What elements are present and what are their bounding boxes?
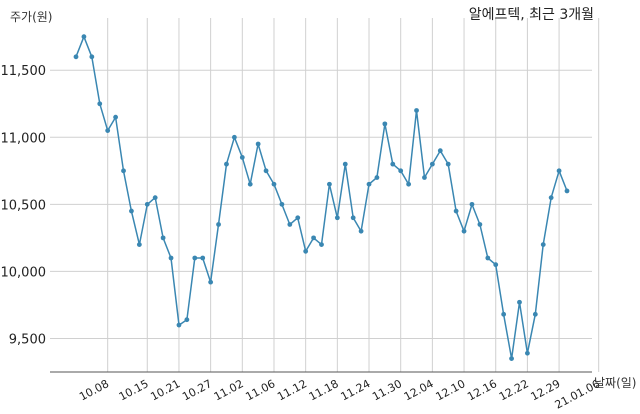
data-point: [342, 161, 348, 167]
data-point: [509, 356, 514, 361]
x-tick-label: 10.08: [77, 377, 111, 403]
data-point: [445, 161, 451, 167]
data-point: [81, 34, 87, 40]
data-point: [176, 322, 182, 328]
data-point: [231, 134, 237, 140]
data-point: [469, 201, 475, 207]
data-point: [152, 195, 158, 201]
x-tick-label: 10.27: [180, 377, 214, 403]
data-point: [437, 148, 443, 154]
data-point: [564, 188, 570, 194]
x-axis-label: 날짜(일): [594, 376, 637, 390]
data-point: [168, 255, 174, 261]
data-point: [390, 161, 396, 167]
data-point: [200, 255, 206, 261]
data-point: [121, 168, 126, 174]
price-line: [75, 35, 568, 360]
data-point: [311, 235, 316, 241]
data-point: [263, 168, 269, 174]
data-point: [493, 262, 499, 268]
data-point: [406, 181, 412, 187]
data-point: [358, 228, 364, 234]
data-point: [216, 222, 221, 227]
data-point: [224, 161, 229, 167]
x-tick-label: 11.02: [212, 377, 246, 403]
data-point: [136, 242, 142, 247]
data-point: [160, 235, 166, 241]
data-point: [279, 201, 285, 207]
y-tick-label: 10,500: [1, 198, 47, 213]
x-tick-label: 12.16: [465, 377, 499, 403]
data-point: [105, 128, 111, 133]
data-point: [429, 161, 435, 167]
data-point: [184, 317, 190, 323]
data-point: [89, 54, 95, 60]
data-point: [485, 255, 491, 261]
x-tick-label: 10.15: [117, 377, 151, 403]
x-tick-label: 10.21: [148, 377, 182, 403]
x-tick-label: 11.06: [243, 377, 277, 403]
y-tick-label: 11,500: [1, 64, 47, 79]
data-point: [453, 208, 459, 214]
data-point: [255, 141, 261, 147]
x-tick-label: 11.18: [307, 377, 341, 403]
data-point: [525, 350, 530, 356]
data-point: [239, 155, 245, 160]
x-tick-label: 12.22: [497, 377, 531, 403]
data-point: [208, 279, 214, 285]
data-point: [327, 181, 332, 187]
data-point: [366, 181, 372, 187]
data-point: [192, 255, 198, 261]
data-point: [319, 242, 324, 247]
x-tick-label: 11.24: [339, 377, 373, 403]
data-point: [461, 228, 467, 234]
chart-title: 알에프텍, 최근 3개월: [468, 7, 594, 23]
data-point: [129, 208, 134, 214]
data-point: [556, 168, 562, 174]
data-point: [398, 168, 404, 174]
data-point: [477, 222, 483, 227]
y-tick-label: 9,500: [9, 332, 46, 347]
data-point: [73, 54, 79, 60]
y-tick-label: 10,000: [1, 265, 47, 280]
data-point: [382, 121, 388, 127]
x-tick-label: 12.04: [402, 377, 436, 403]
data-point: [540, 242, 546, 247]
y-tick-label: 11,000: [1, 131, 47, 146]
x-tick-label: 11.30: [370, 377, 404, 403]
y-axis-label: 주가(원): [10, 10, 53, 24]
data-point: [501, 311, 507, 317]
data-point: [295, 215, 301, 221]
data-point: [247, 181, 253, 187]
data-point: [414, 108, 419, 113]
data-point: [97, 101, 103, 107]
data-point: [374, 175, 380, 180]
data-point: [350, 215, 356, 221]
data-point: [532, 311, 538, 317]
x-tick-label: 12.10: [434, 377, 468, 403]
data-point: [303, 248, 309, 254]
data-point: [517, 299, 522, 305]
data-point: [144, 201, 150, 207]
x-tick-label: 11.12: [275, 377, 309, 403]
data-point: [334, 215, 340, 221]
data-point: [271, 181, 277, 187]
data-point: [287, 222, 293, 227]
data-point: [548, 195, 554, 201]
data-point: [422, 175, 427, 180]
data-point: [113, 114, 118, 120]
